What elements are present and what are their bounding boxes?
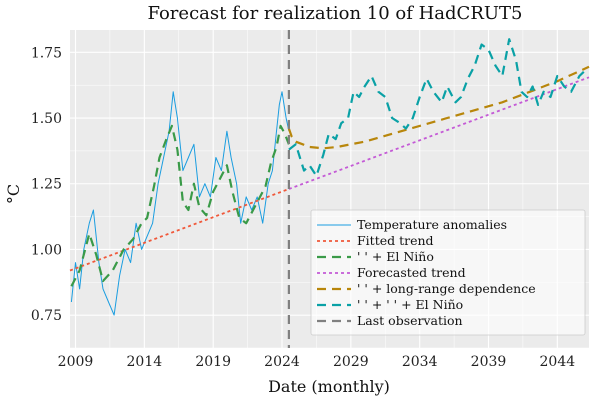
axis-ticks: 0.75 1.00 1.25 1.50 1.75 2009 2014 2019 2024 2029… bbox=[31, 45, 575, 370]
x-tick-label: 2024 bbox=[264, 354, 300, 370]
x-tick-label: 2014 bbox=[127, 354, 163, 370]
series-layer bbox=[69, 38, 590, 316]
series-fitted-trend bbox=[69, 188, 290, 272]
x-tick-label: 2044 bbox=[540, 354, 576, 370]
legend-label: Temperature anomalies bbox=[357, 217, 507, 232]
x-tick-label: 2039 bbox=[471, 354, 507, 370]
legend-label: ' ' + ' ' + El Niño bbox=[357, 297, 463, 312]
legend-label: ' ' + El Niño bbox=[357, 249, 434, 264]
y-tick-label: 1.25 bbox=[31, 177, 62, 193]
y-tick-label: 1.50 bbox=[31, 111, 62, 127]
legend-label: Last observation bbox=[357, 313, 463, 328]
y-tick-label: 1.75 bbox=[31, 45, 62, 61]
x-tick-label: 2029 bbox=[333, 354, 369, 370]
x-tick-label: 2019 bbox=[195, 354, 231, 370]
x-tick-label: 2009 bbox=[58, 354, 94, 370]
y-tick-label: 1.00 bbox=[31, 242, 62, 258]
legend-label: ' ' + long-range dependence bbox=[357, 281, 536, 296]
y-tick-label: 0.75 bbox=[31, 308, 62, 324]
legend-label: Fitted trend bbox=[357, 233, 434, 248]
x-axis-label: Date (monthly) bbox=[268, 377, 390, 396]
y-axis-label: °C bbox=[4, 184, 23, 204]
legend-box bbox=[310, 209, 586, 336]
legend-label: Forecasted trend bbox=[357, 265, 466, 280]
series-fitted-el-nino bbox=[70, 124, 290, 287]
x-tick-label: 2034 bbox=[402, 354, 438, 370]
series-observed-anomalies bbox=[70, 91, 290, 316]
series-long-range-dependence bbox=[287, 65, 590, 150]
series-forecast-el-nino bbox=[288, 38, 586, 177]
chart-title: Forecast for realization 10 of HadCRUT5 bbox=[147, 3, 522, 24]
series-forecasted-trend bbox=[288, 76, 590, 190]
